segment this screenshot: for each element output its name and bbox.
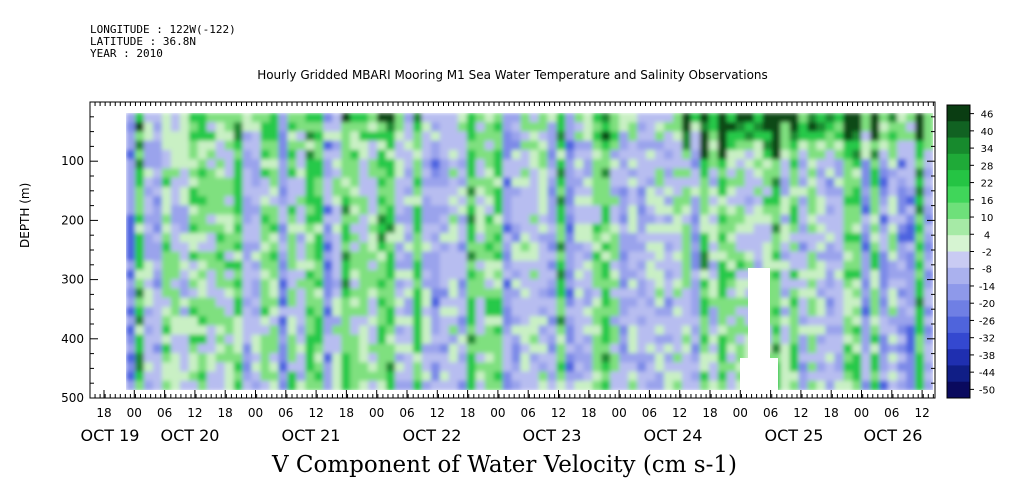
x-day-label: OCT 24 — [644, 426, 703, 445]
colorbar-swatch — [947, 170, 970, 187]
x-hour-tick-label: 18 — [460, 406, 475, 420]
colorbar-label: 40 — [981, 127, 994, 138]
colorbar-label: -20 — [979, 299, 995, 310]
y-tick-label: 300 — [61, 273, 84, 287]
x-hour-tick-label: 18 — [339, 406, 354, 420]
colorbar-label: 16 — [981, 196, 994, 207]
colorbar-label: 10 — [981, 213, 994, 224]
x-hour-tick-label: 18 — [218, 406, 233, 420]
x-hour-tick-label: 12 — [914, 406, 929, 420]
colorbar-swatch — [947, 267, 970, 285]
x-axis-title: V Component of Water Velocity (cm s-1) — [272, 452, 737, 478]
x-hour-tick-label: 06 — [763, 406, 778, 420]
colorbar-label: 34 — [981, 144, 994, 155]
colorbar-swatch — [947, 284, 970, 301]
x-hour-tick-label: 12 — [187, 406, 202, 420]
colorbar-swatch — [947, 349, 970, 366]
colorbar-label: -38 — [979, 351, 995, 362]
colorbar-swatch — [947, 202, 970, 220]
colorbar-swatch — [947, 105, 970, 122]
latitude-label: LATITUDE : 36.8N — [90, 35, 196, 48]
colorbar-swatch — [947, 316, 970, 334]
x-hour-tick-label: 18 — [96, 406, 111, 420]
x-hour-tick-label: 00 — [733, 406, 748, 420]
colorbar-label: -2 — [982, 248, 992, 259]
y-tick-label: 100 — [61, 154, 84, 168]
x-day-label: OCT 23 — [523, 426, 582, 445]
missing-data-patch — [748, 268, 770, 358]
x-day-label: OCT 20 — [161, 426, 220, 445]
axes: 18 00 06 12 18 00 06 12 18 00 06 12 18 00 06 12 18 00 06 12… — [61, 101, 935, 445]
colorbar-swatch — [947, 121, 970, 139]
x-hour-tick-label: 06 — [521, 406, 536, 420]
x-hour-tick-label: 06 — [884, 406, 899, 420]
colorbar-label: 4 — [984, 230, 990, 241]
colorbar-swatch — [947, 365, 970, 383]
colorbar-label: -8 — [982, 265, 992, 276]
x-hour-tick-label: 12 — [430, 406, 445, 420]
x-hour-tick-label: 06 — [642, 406, 657, 420]
colorbar-swatch — [947, 300, 970, 318]
colorbar-swatch — [947, 137, 970, 155]
colorbar-swatch — [947, 153, 970, 171]
x-hour-tick-label: 00 — [854, 406, 869, 420]
colorbar-label: -44 — [979, 368, 995, 379]
x-hour-tick-label: 12 — [672, 406, 687, 420]
colorbar-swatch — [947, 251, 970, 269]
x-hour-tick-label: 12 — [551, 406, 566, 420]
colorbar-swatch — [947, 332, 970, 350]
year-label: YEAR : 2010 — [90, 47, 163, 60]
x-day-label: OCT 26 — [864, 426, 923, 445]
x-hour-tick-label: 00 — [369, 406, 384, 420]
x-hour-tick-label: 06 — [157, 406, 172, 420]
x-day-label: OCT 25 — [765, 426, 824, 445]
colorbar-label: -50 — [979, 385, 995, 396]
x-hour-tick-label: 18 — [581, 406, 596, 420]
y-tick-label: 200 — [61, 213, 84, 227]
x-hour-tick-label: 18 — [824, 406, 839, 420]
x-hour-tick-label: 00 — [127, 406, 142, 420]
colorbar-swatch — [947, 218, 970, 236]
colorbar-label: -26 — [979, 316, 995, 327]
x-hour-tick-label: 00 — [611, 406, 626, 420]
x-hour-tick-label: 06 — [399, 406, 414, 420]
x-hour-tick-label: 18 — [702, 406, 717, 420]
x-hour-tick-label: 12 — [308, 406, 323, 420]
x-day-label: OCT 21 — [282, 426, 341, 445]
chart-title: Hourly Gridded MBARI Mooring M1 Sea Wate… — [257, 68, 768, 82]
colorbar-label: 28 — [981, 161, 994, 172]
y-tick-label: 400 — [61, 332, 84, 346]
colorbar-swatch — [947, 186, 970, 204]
x-day-label: OCT 22 — [403, 426, 462, 445]
missing-data-patch — [740, 358, 778, 390]
x-hour-tick-label: 12 — [793, 406, 808, 420]
colorbar-swatch — [947, 235, 970, 252]
velocity-field — [126, 113, 933, 390]
x-hour-tick-label: 00 — [490, 406, 505, 420]
colorbar: 46 40 34 28 22 16 10 4 -2 -8 -14 -20 -26 -32 -38 -44 -50 — [946, 104, 995, 399]
x-hour-tick-label: 06 — [278, 406, 293, 420]
x-day-label: OCT 19 — [81, 426, 140, 445]
colorbar-swatch — [947, 381, 970, 399]
x-hour-tick-label: 00 — [248, 406, 263, 420]
y-tick-label: 500 — [61, 391, 84, 405]
colorbar-label: -32 — [979, 334, 995, 345]
colorbar-label: 46 — [981, 110, 994, 121]
longitude-label: LONGITUDE : 122W(-122) — [90, 23, 236, 36]
colorbar-label: -14 — [979, 282, 995, 293]
colorbar-label: 22 — [981, 179, 994, 190]
